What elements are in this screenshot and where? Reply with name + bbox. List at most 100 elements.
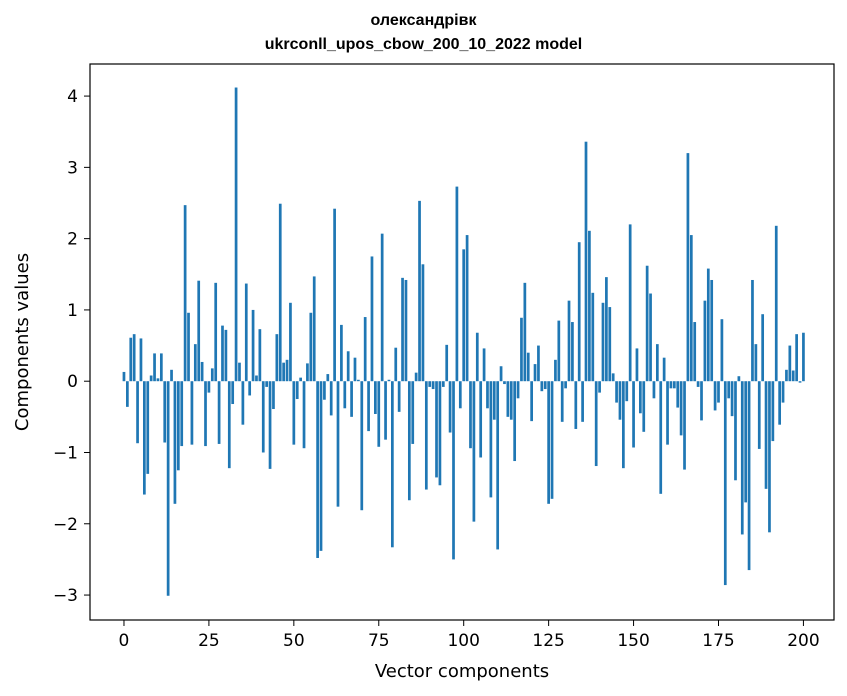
bar-140 — [598, 381, 601, 393]
bar-49 — [289, 302, 292, 382]
bar-189 — [764, 381, 768, 489]
bar-167 — [689, 235, 693, 382]
bar-61 — [329, 381, 333, 416]
y-tick-label: 4 — [67, 87, 78, 107]
bar-163 — [676, 381, 680, 408]
bar-7 — [146, 381, 150, 474]
bar-4 — [136, 381, 139, 444]
bar-70 — [360, 381, 364, 511]
bar-111 — [499, 366, 503, 382]
bar-87 — [418, 200, 421, 382]
bar-146 — [618, 381, 622, 420]
bar-181 — [737, 376, 741, 382]
chart-title: олександрівк — [370, 12, 477, 29]
bar-186 — [754, 344, 758, 382]
x-tick-label: 0 — [119, 631, 130, 651]
bar-149 — [628, 224, 632, 382]
bar-90 — [428, 381, 432, 387]
bar-17 — [180, 381, 184, 447]
y-tick-label: −2 — [53, 515, 78, 535]
bar-112 — [503, 381, 506, 385]
bar-39 — [255, 375, 258, 382]
bar-108 — [489, 381, 493, 498]
bar-36 — [244, 283, 248, 382]
bar-160 — [666, 381, 669, 445]
bar-144 — [611, 373, 615, 382]
bar-15 — [173, 381, 177, 504]
bar-32 — [231, 381, 235, 405]
bar-171 — [703, 300, 707, 382]
bar-195 — [785, 369, 788, 382]
bar-9 — [153, 353, 156, 382]
bar-18 — [183, 205, 187, 382]
bar-48 — [285, 359, 289, 382]
bar-52 — [299, 377, 302, 382]
bar-122 — [537, 345, 540, 382]
bar-158 — [659, 381, 663, 494]
x-tick-label: 200 — [787, 631, 819, 651]
x-axis-label: Vector components — [375, 661, 549, 682]
bar-168 — [693, 322, 697, 382]
bar-119 — [526, 352, 530, 382]
bar-38 — [251, 309, 255, 382]
bar-47 — [282, 362, 286, 382]
bar-30 — [224, 329, 228, 382]
bar-103 — [472, 381, 476, 522]
bar-121 — [533, 364, 537, 382]
bar-77 — [384, 381, 387, 440]
bar-53 — [302, 381, 306, 449]
bar-126 — [550, 381, 554, 499]
bar-83 — [404, 279, 408, 382]
bar-104 — [475, 332, 479, 382]
y-tick-label: −3 — [53, 586, 78, 606]
bar-165 — [683, 381, 686, 470]
bar-75 — [377, 381, 381, 447]
bar-55 — [309, 312, 313, 382]
bar-31 — [227, 381, 231, 469]
bar-172 — [706, 268, 710, 382]
plot-frame — [89, 63, 835, 621]
x-tick-label: 50 — [283, 631, 305, 651]
bar-190 — [768, 381, 771, 533]
bar-51 — [295, 381, 299, 400]
bar-19 — [187, 312, 190, 382]
y-axis-ticks: −3 −2 −1 0 1 2 3 4 — [53, 87, 90, 606]
bar-134 — [577, 242, 581, 382]
bar-176 — [720, 319, 724, 382]
bar-174 — [713, 381, 717, 411]
bar-84 — [407, 381, 411, 501]
bar-62 — [333, 208, 336, 382]
bar-159 — [662, 357, 666, 382]
bar-26 — [210, 368, 214, 382]
bar-180 — [734, 381, 737, 481]
bar-11 — [159, 353, 163, 382]
bar-34 — [238, 362, 241, 382]
bar-113 — [506, 381, 510, 417]
bar-80 — [394, 347, 398, 382]
bar-191 — [771, 381, 775, 442]
x-tick-label: 25 — [198, 631, 220, 651]
bar-117 — [520, 317, 523, 382]
bar-25 — [207, 381, 211, 393]
bar-184 — [747, 381, 751, 571]
y-axis-label: Components values — [12, 253, 33, 431]
bar-45 — [275, 334, 279, 382]
bar-177 — [723, 381, 727, 586]
x-axis-ticks: 0 25 50 75 100 125 150 175 200 — [119, 620, 820, 651]
bar-74 — [374, 381, 377, 414]
bar-76 — [380, 233, 384, 382]
bar-60 — [326, 374, 330, 382]
bar-57 — [316, 381, 319, 558]
chart-subtitle: ukrconll_upos_cbow_200_10_2022 model — [264, 36, 583, 53]
bar-101 — [465, 235, 469, 382]
bar-155 — [649, 293, 652, 382]
bar-197 — [791, 370, 795, 382]
bar-56 — [312, 276, 316, 382]
bar-182 — [740, 381, 744, 535]
bar-148 — [625, 381, 629, 402]
bar-130 — [564, 381, 567, 389]
bar-194 — [781, 381, 785, 403]
bar-120 — [530, 381, 534, 422]
